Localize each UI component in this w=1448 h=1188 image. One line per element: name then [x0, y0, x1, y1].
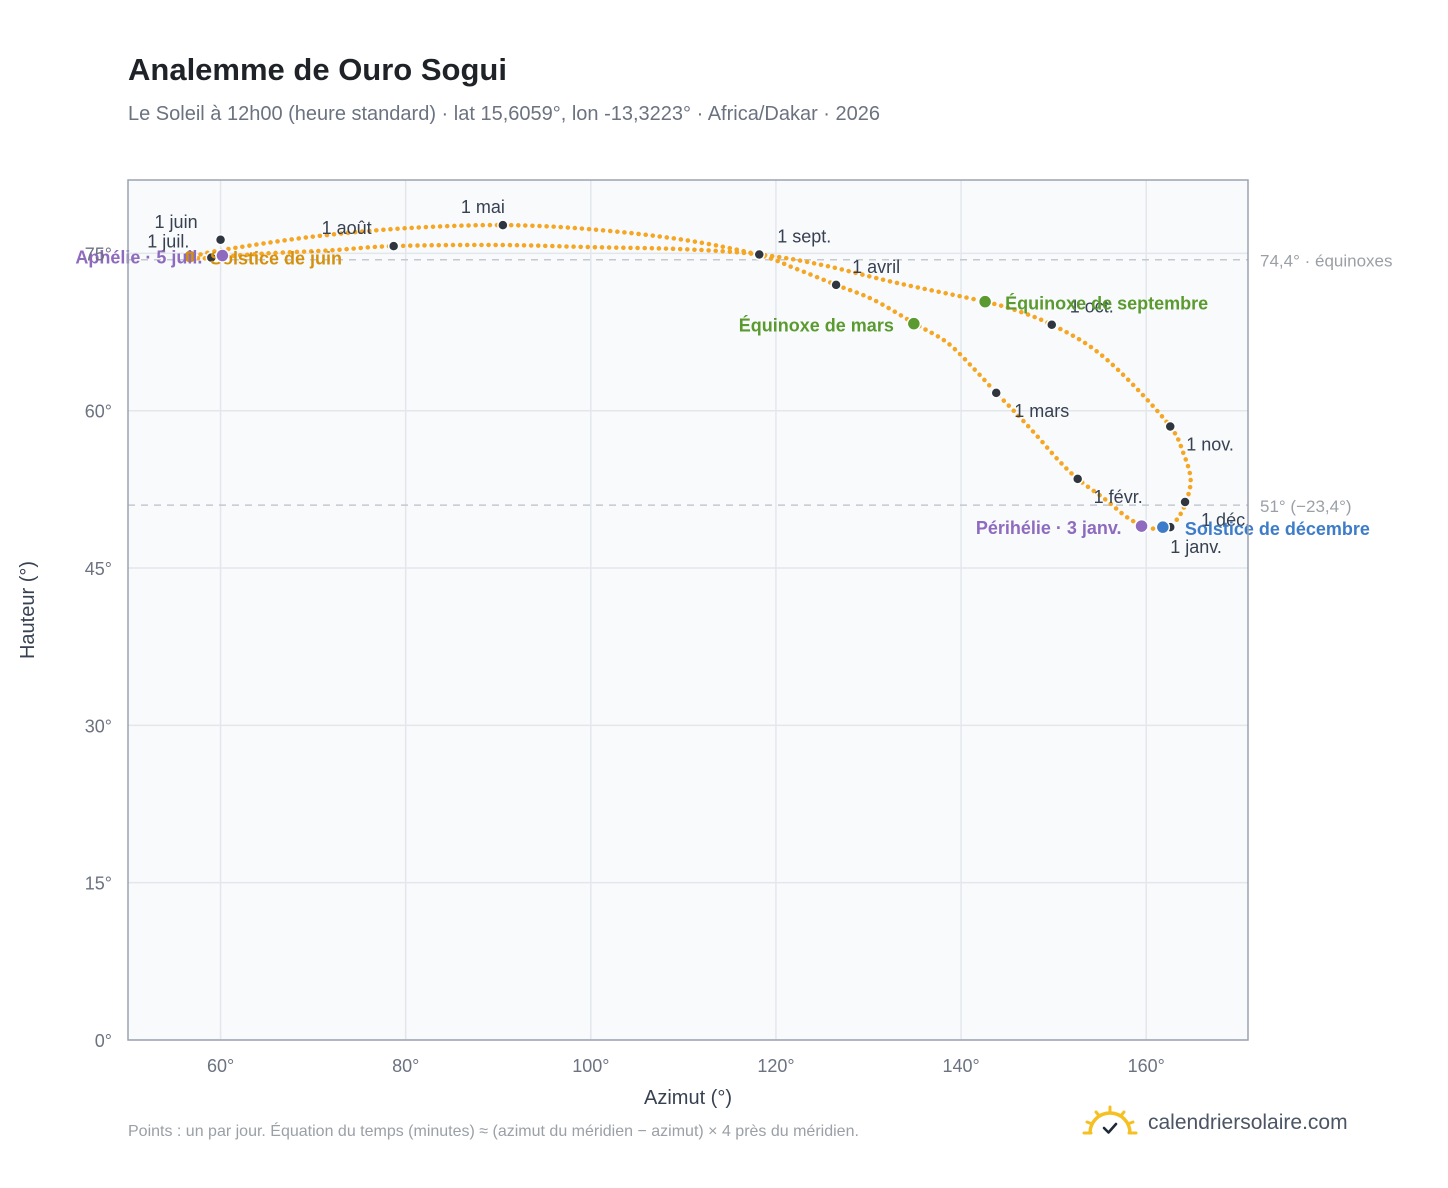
axes: 60° 80° 100° 120° 140° 160°0°15°30°45°60°75°A…	[17, 244, 1165, 1109]
chart-subtitle: Le Soleil à 12h00 (heure standard) · lat…	[128, 103, 881, 125]
x-tick-label: 140°	[942, 1056, 979, 1076]
month-marker	[830, 279, 842, 291]
event-marker	[1155, 519, 1171, 535]
event-label: Solstice de décembre	[1185, 519, 1370, 539]
y-axis-label: Hauteur (°)	[17, 561, 39, 659]
y-tick-label: 30°	[85, 716, 112, 736]
month-marker-label: 1 juin	[155, 212, 198, 232]
x-tick-label: 100°	[572, 1056, 609, 1076]
y-tick-label: 45°	[85, 559, 112, 579]
month-marker-label: 1 avril	[852, 257, 900, 277]
event-marker	[906, 316, 922, 331]
event-marker	[182, 249, 198, 264]
event-marker	[215, 248, 230, 263]
month-marker	[1164, 420, 1176, 433]
month-marker	[1046, 318, 1058, 331]
month-marker	[1179, 496, 1191, 508]
month-marker	[990, 387, 1002, 399]
month-marker-label: 1 sept.	[777, 226, 831, 246]
month-marker-label: 1 janv.	[1170, 537, 1222, 557]
y-tick-label: 60°	[85, 402, 112, 422]
event-marker	[1134, 518, 1149, 534]
event-label: Aphélie · 5 juil.	[75, 248, 202, 268]
event-markers: Équinoxe de mars Équinoxe de septembre Sol…	[75, 248, 1370, 540]
plot-area	[128, 180, 1248, 1040]
month-marker	[1071, 473, 1084, 485]
reference-lines: 74,4° · équinoxes 51° (−23,4°)	[128, 252, 1393, 516]
month-marker-label: 1 mars	[1014, 401, 1069, 421]
x-axis-label: Azimut (°)	[644, 1087, 732, 1109]
x-tick-label: 120°	[757, 1056, 794, 1076]
x-tick-label: 60°	[207, 1056, 234, 1076]
month-marker	[214, 234, 227, 246]
event-label: Équinoxe de mars	[739, 315, 894, 336]
event-label: Périhélie · 3 janv.	[976, 518, 1122, 538]
month-marker-label: 1 mai	[461, 197, 505, 217]
month-marker	[387, 240, 400, 252]
y-tick-label: 75°	[85, 244, 112, 264]
event-label: Équinoxe de septembre	[1005, 293, 1208, 314]
footnote: Points : un par jour. Équation du temps …	[128, 1123, 859, 1140]
reference-line-label: 74,4° · équinoxes	[1260, 252, 1393, 271]
brand-name: calendriersolaire.com	[1148, 1111, 1348, 1134]
x-tick-label: 80°	[392, 1056, 419, 1076]
event-marker	[977, 294, 993, 309]
y-tick-label: 0°	[95, 1031, 112, 1051]
event-label: Solstice de juin	[210, 249, 342, 269]
reference-line-label: 51° (−23,4°)	[1260, 497, 1352, 516]
plot-frame	[127, 179, 1249, 1041]
month-marker	[753, 248, 766, 261]
y-tick-label: 15°	[85, 874, 112, 894]
month-marker-label: 1 nov.	[1186, 434, 1234, 454]
month-marker-label: 1 août	[322, 218, 372, 238]
month-marker-label: 1 févr.	[1094, 487, 1143, 507]
brand[interactable]: calendriersolaire.com	[1082, 1103, 1348, 1143]
chart-title: Analemme de Ouro Sogui	[128, 52, 507, 87]
month-marker	[497, 219, 509, 231]
x-tick-label: 160°	[1128, 1056, 1165, 1076]
month-marker-label: 1 déc.	[1201, 510, 1250, 530]
month-marker-label: 1 oct.	[1070, 297, 1114, 317]
sun-logo-icon	[1082, 1105, 1138, 1135]
month-marker-label: 1 juil.	[147, 232, 189, 252]
